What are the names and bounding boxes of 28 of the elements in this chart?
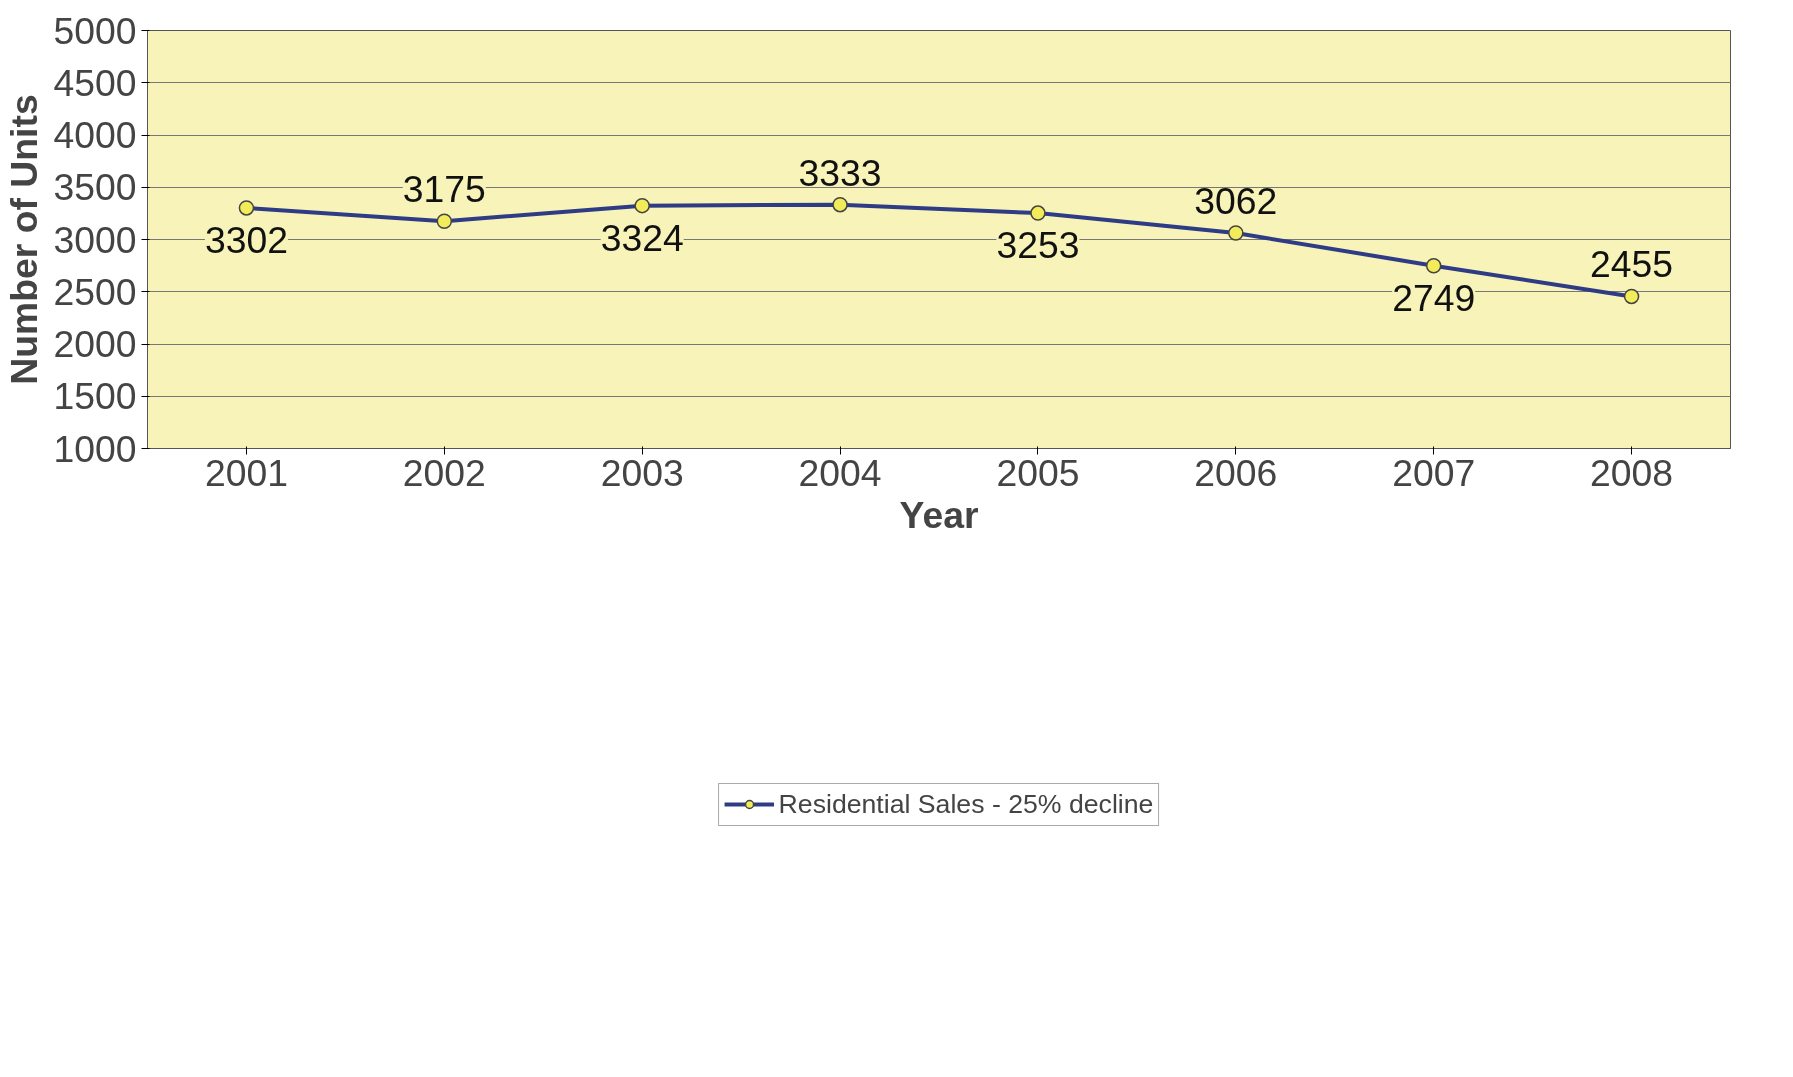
x-tick-label: 2006 [1194, 451, 1278, 494]
x-tick-label: 2003 [600, 451, 684, 494]
legend-label: Residential Sales - 25% decline [778, 788, 1154, 820]
data-label: 3324 [600, 216, 684, 259]
y-tick-label: 3000 [53, 218, 137, 261]
x-axis-title: Year [899, 493, 979, 536]
data-label: 3333 [798, 151, 882, 194]
data-label: 2455 [1590, 243, 1674, 286]
y-tick-label: 4500 [53, 61, 137, 104]
x-tick-label: 2001 [204, 451, 288, 494]
data-label: 3175 [402, 168, 486, 211]
x-tick-label: 2008 [1590, 451, 1674, 494]
x-tick-label: 2004 [798, 451, 882, 494]
y-tick-label: 3500 [53, 166, 137, 209]
data-label: 3062 [1194, 180, 1278, 223]
y-tick-label: 1500 [53, 375, 137, 418]
y-tick-label: 2500 [53, 270, 137, 313]
y-tick-label: 1000 [53, 427, 137, 470]
data-label: 3302 [204, 218, 288, 261]
y-axis-title: Number of Units [3, 94, 46, 385]
y-tick-label: 2000 [53, 323, 137, 365]
data-label: 2749 [1392, 276, 1476, 319]
x-tick-label: 2007 [1392, 451, 1476, 494]
data-label: 3253 [996, 224, 1080, 267]
x-tick-label: 2002 [402, 451, 486, 494]
x-tick-label: 2005 [996, 451, 1080, 494]
y-tick-label: 5000 [53, 9, 137, 52]
y-tick-label: 4000 [53, 114, 137, 156]
